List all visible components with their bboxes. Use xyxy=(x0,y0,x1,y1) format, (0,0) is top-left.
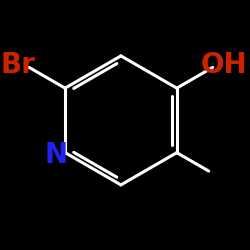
Text: OH: OH xyxy=(201,51,248,79)
Text: Br: Br xyxy=(0,51,35,79)
Text: N: N xyxy=(44,141,68,169)
